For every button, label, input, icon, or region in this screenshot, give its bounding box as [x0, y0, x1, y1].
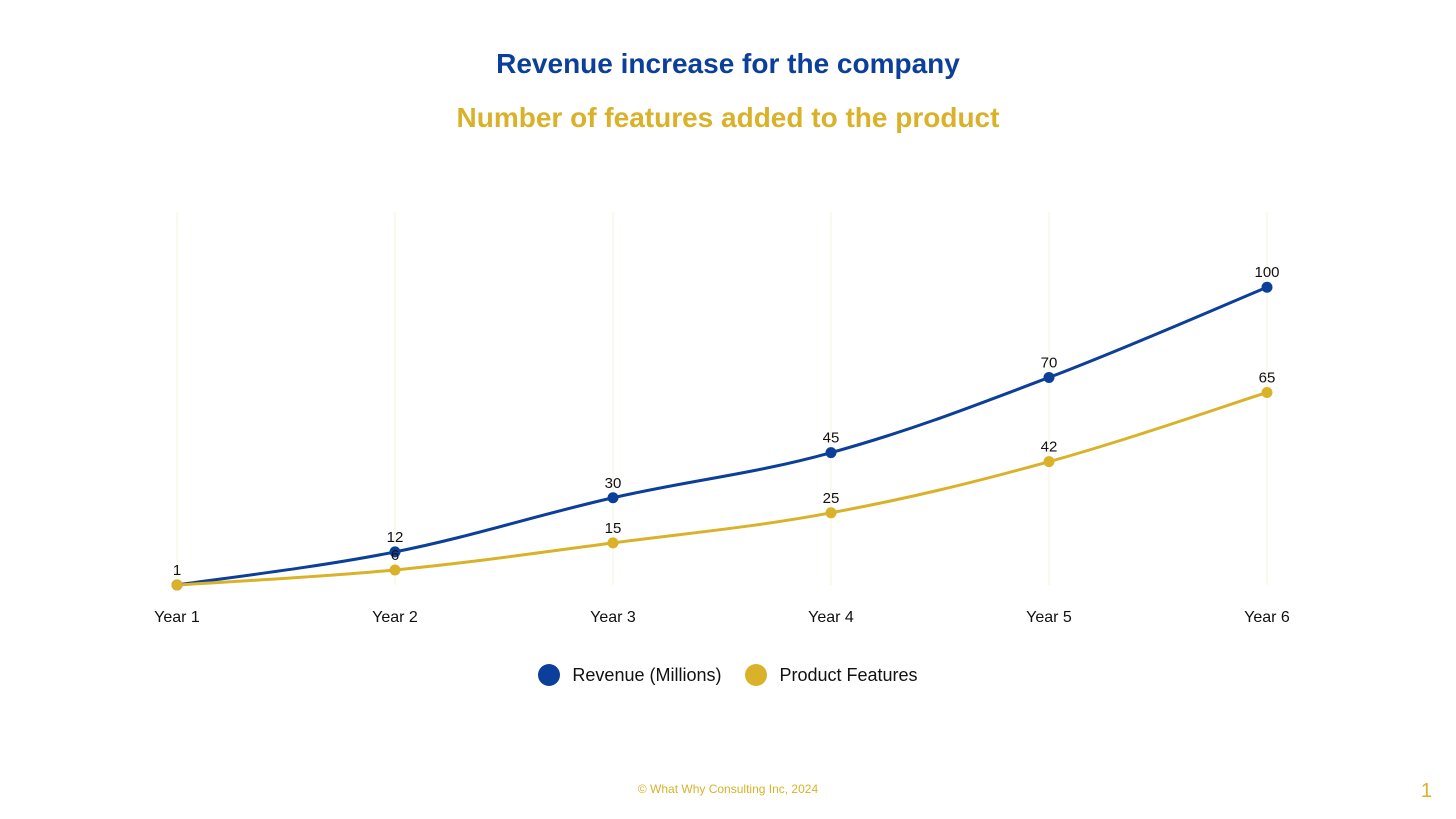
legend-swatch-revenue — [538, 664, 561, 686]
legend-label-revenue: Revenue (Millions) — [572, 664, 722, 685]
data-label-revenue-5: 70 — [1041, 354, 1058, 371]
series-line-features — [175, 390, 1269, 587]
gridlines — [176, 212, 1268, 585]
data-point-features-6[interactable] — [1261, 386, 1273, 398]
legend-item-revenue[interactable]: Revenue (Millions) — [538, 664, 721, 686]
data-point-features-2[interactable] — [389, 564, 401, 576]
data-label-revenue-4: 45 — [823, 430, 840, 447]
x-tick-label-3: Year 3 — [590, 609, 636, 626]
data-points — [171, 281, 1273, 591]
legend-label-features: Product Features — [779, 664, 918, 685]
chart-title-revenue: Revenue increase for the company — [496, 48, 960, 79]
x-tick-label-6: Year 6 — [1244, 609, 1290, 626]
data-point-revenue-6[interactable] — [1261, 281, 1273, 293]
x-tick-label-5: Year 5 — [1026, 609, 1072, 626]
series-line-revenue — [175, 285, 1269, 587]
data-label-revenue-1: 1 — [173, 562, 181, 579]
legend-item-features[interactable]: Product Features — [745, 664, 918, 686]
data-labels: 1 12 30 45 70 100 6 15 25 42 65 — [173, 264, 1280, 579]
x-tick-label-2: Year 2 — [372, 609, 418, 626]
data-label-features-6: 65 — [1259, 369, 1276, 386]
x-tick-label-4: Year 4 — [808, 609, 854, 626]
data-label-revenue-6: 100 — [1254, 264, 1279, 281]
data-point-features-3[interactable] — [607, 537, 619, 549]
chart-title-features: Number of features added to the product — [456, 102, 1000, 133]
copyright-footer: © What Why Consulting Inc, 2024 — [637, 782, 819, 796]
data-point-revenue-2[interactable] — [389, 546, 401, 558]
data-label-features-2: 6 — [391, 547, 399, 564]
legend: Revenue (Millions) Product Features — [0, 664, 1456, 686]
data-point-revenue-5[interactable] — [1043, 371, 1055, 383]
data-label-revenue-2: 12 — [387, 529, 404, 546]
data-point-features-1[interactable] — [171, 579, 183, 591]
data-point-features-5[interactable] — [1043, 456, 1055, 468]
series-lines — [175, 285, 1269, 587]
data-point-features-4[interactable] — [825, 507, 837, 519]
x-tick-label-1: Year 1 — [154, 609, 200, 626]
data-label-features-5: 42 — [1041, 439, 1058, 456]
page-number: 1 — [1420, 780, 1432, 802]
data-label-features-4: 25 — [823, 490, 840, 507]
data-point-revenue-4[interactable] — [825, 447, 837, 459]
data-point-revenue-3[interactable] — [607, 492, 619, 504]
legend-swatch-features — [745, 664, 768, 686]
data-label-features-3: 15 — [605, 520, 622, 537]
data-label-revenue-3: 30 — [605, 475, 622, 492]
x-axis-ticks: Year 1 Year 2 Year 3 Year 4 Year 5 Year 6 — [154, 609, 1290, 626]
